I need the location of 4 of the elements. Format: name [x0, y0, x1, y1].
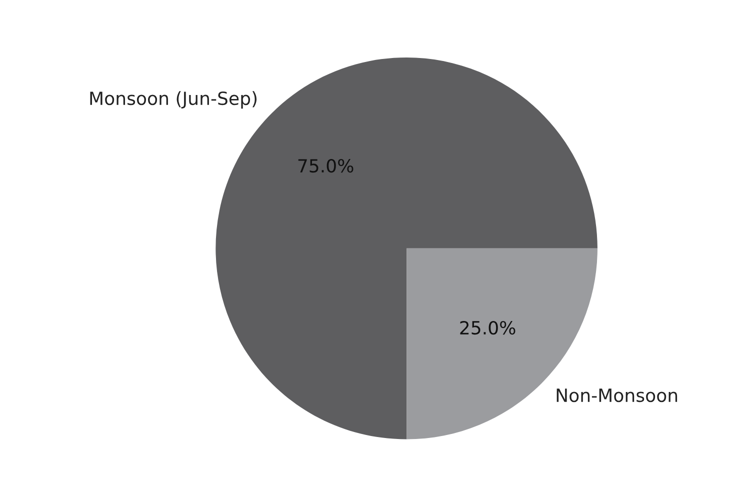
- slice-label: Non-Monsoon: [556, 388, 678, 402]
- slice-label: Monsoon (Jun-Sep): [90, 91, 257, 109]
- data-label: 25.0%: [460, 320, 516, 335]
- data-label: 75.0%: [298, 158, 354, 173]
